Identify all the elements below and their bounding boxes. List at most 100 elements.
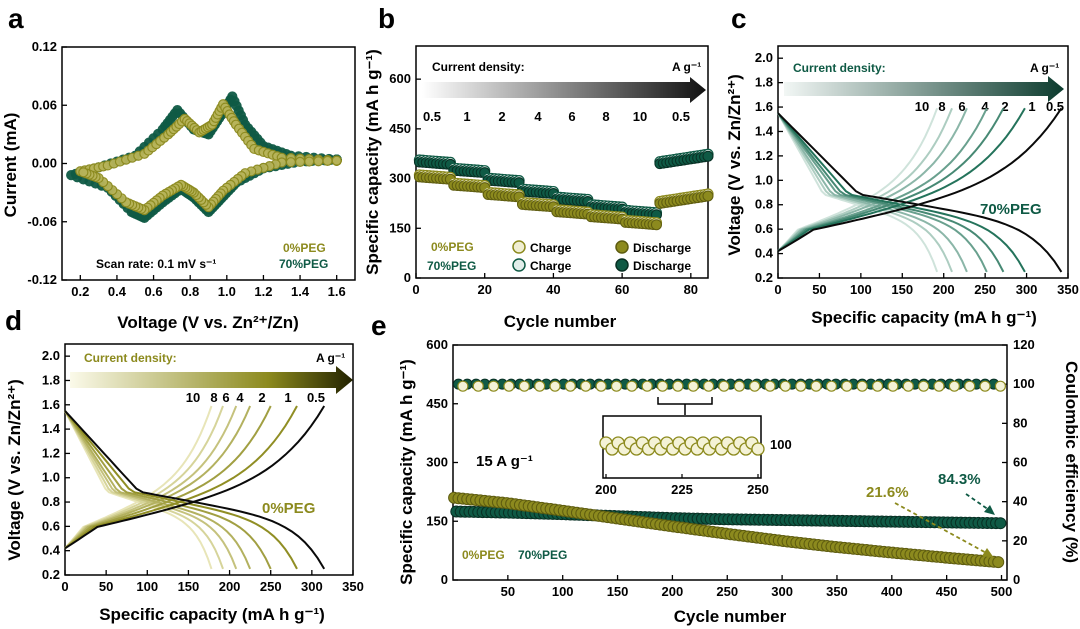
y-tick-label: 450 [426,396,448,411]
x-tick-label: 250 [974,282,996,297]
x-tick-label: 150 [891,282,913,297]
y-tick-label: 0.4 [755,246,774,261]
x-tick-label: 150 [178,579,200,594]
panel-b-arrow-title: Current density: [432,60,525,74]
y2-tick-label: 100 [1013,376,1035,391]
panel-c-chart: Current density: A g⁻¹ 10 8 6 4 2 1 0.5 0 50 100… [725,45,1079,327]
y-tick-label: 1.0 [755,172,773,187]
panel-e-arrowhead-0peg [982,548,994,558]
panel-a-legend-70peg: 70%PEG [279,257,328,271]
x-tick-label: 50 [99,579,113,594]
y2-tick-label: 80 [1013,415,1027,430]
panel-b-xlabel: Cycle number [504,312,617,331]
panel-e-xlabel: Cycle number [674,607,787,626]
ce-point-0peg [626,380,638,392]
ce-point-0peg [518,380,530,392]
panel-e-ticks: 50 100 150 200 250 300 350 400 450 50001503004506… [426,337,1034,599]
panel-e-chart: 50 100 150 200 250 300 350 400 450 50001503004506… [397,337,1080,626]
panel-e-y2label: Coulombic efficiency (%) [1062,361,1080,563]
panel-e-retention-70peg: 84.3% [938,471,981,488]
y-tick-label: -0.12 [27,272,57,287]
y-tick-label: 0 [441,572,448,587]
panel-d-rate-labels: 10 8 6 4 2 1 0.5 [186,390,325,405]
y-tick-label: 1.8 [755,75,773,90]
x-tick-label: 200 [662,584,684,599]
panel-e-arrow-0peg [894,502,991,556]
ce-point-0peg [841,380,853,392]
rate-label: 10 [633,109,647,124]
panel-b-density-arrow [422,77,706,103]
ce-point-0peg [764,380,776,392]
cv-point-0%PEG [304,156,315,167]
rate-label: 6 [958,99,965,114]
rate-label: 2 [258,390,265,405]
ce-point-0peg [902,380,914,392]
ce-point-0peg [687,380,699,392]
y2-tick-label: 60 [1013,455,1027,470]
y-tick-label: 0.8 [42,494,60,509]
panel-a-chart: 0.2 0.4 0.6 0.8 1.0 1.2 1.4 1.6 -0.12 -0.06 0.00 0.… [1,39,356,332]
x-tick-label: 300 [771,584,793,599]
panel-c-frame [777,45,1069,279]
y-tick-label: 1.4 [42,421,61,436]
ce-point-0peg [487,380,500,392]
ce-point-0peg [795,380,807,392]
y-tick-label: 0.2 [755,270,773,285]
panel-d-letter: d [5,305,22,336]
panel-d-label: 0%PEG [262,500,315,517]
ce-point-0peg [887,380,899,392]
panel-c-rate-labels: 10 8 6 4 2 1 0.5 [915,99,1064,114]
x-tick-label: 300 [301,579,323,594]
x-tick-label: 0.4 [108,284,127,299]
panel-c-arrow-title: Current density: [793,61,886,75]
x-tick-label: 100 [136,579,158,594]
x-tick-label: 400 [881,584,903,599]
ce-point-0peg [810,380,822,392]
ce-point-0peg [979,380,991,392]
panel-c-label: 70%PEG [980,201,1042,218]
rate-label: 2 [498,109,505,124]
panel-d-xlabel: Specific capacity (mA h g⁻¹) [99,605,325,624]
x-tick-label: 100 [552,584,574,599]
rate-label: 6 [568,109,575,124]
discharge-curve-2 [64,410,272,570]
rate-label: 0.5 [423,109,441,124]
x-tick-label: 1.0 [218,284,236,299]
x-tick-label: 300 [1016,282,1038,297]
x-tick-label: 60 [615,282,629,297]
y-tick-label: 0.6 [755,221,773,236]
discharge-curve-10 [777,112,939,273]
ce-point-0peg [825,380,838,392]
ce-point-0peg [856,380,868,392]
ce-point-0peg [595,380,607,392]
cv-point-0%PEG [313,156,324,167]
cv-point-0%PEG [331,155,342,166]
y-tick-label: 150 [426,513,448,528]
cv-point-0%PEG [294,156,306,167]
y-tick-label: 0.2 [42,567,60,582]
panel-d-density-arrow [70,366,353,394]
rate-label: 0.5 [307,390,325,405]
y-tick-label: 0.6 [42,518,60,533]
panel-b-ylabel: Specific capacity (mA h g⁻¹) [363,49,382,275]
panel-d-frame [64,343,354,576]
discharge-curve-4 [777,112,988,273]
ce-point-0peg [964,380,976,392]
panel-d-chart: Current density: A g⁻¹ 10 8 6 4 2 1 0.5 0 50 100… [5,343,364,624]
panel-a-scan-rate: Scan rate: 0.1 mV s⁻¹ [96,257,216,271]
cv-point-0%PEG [78,167,89,178]
ce-point-0peg [718,380,730,392]
y-tick-label: 0.12 [32,39,57,54]
y-tick-label: 0.8 [755,197,773,212]
x-tick-label: 1.6 [328,284,346,299]
rate-label: 1 [463,109,470,124]
panel-c-density-arrow [784,76,1064,102]
y2-tick-label: 0 [1013,572,1020,587]
rate-label: 4 [981,99,989,114]
panel-b-legend-discharge-70-marker [615,258,629,272]
x-tick-label: 450 [936,584,958,599]
panel-a-ylabel: Current (mA) [1,113,20,218]
discharge-curve-4 [64,410,252,570]
rate-label: 1 [1028,99,1035,114]
discharge-point [650,219,662,231]
